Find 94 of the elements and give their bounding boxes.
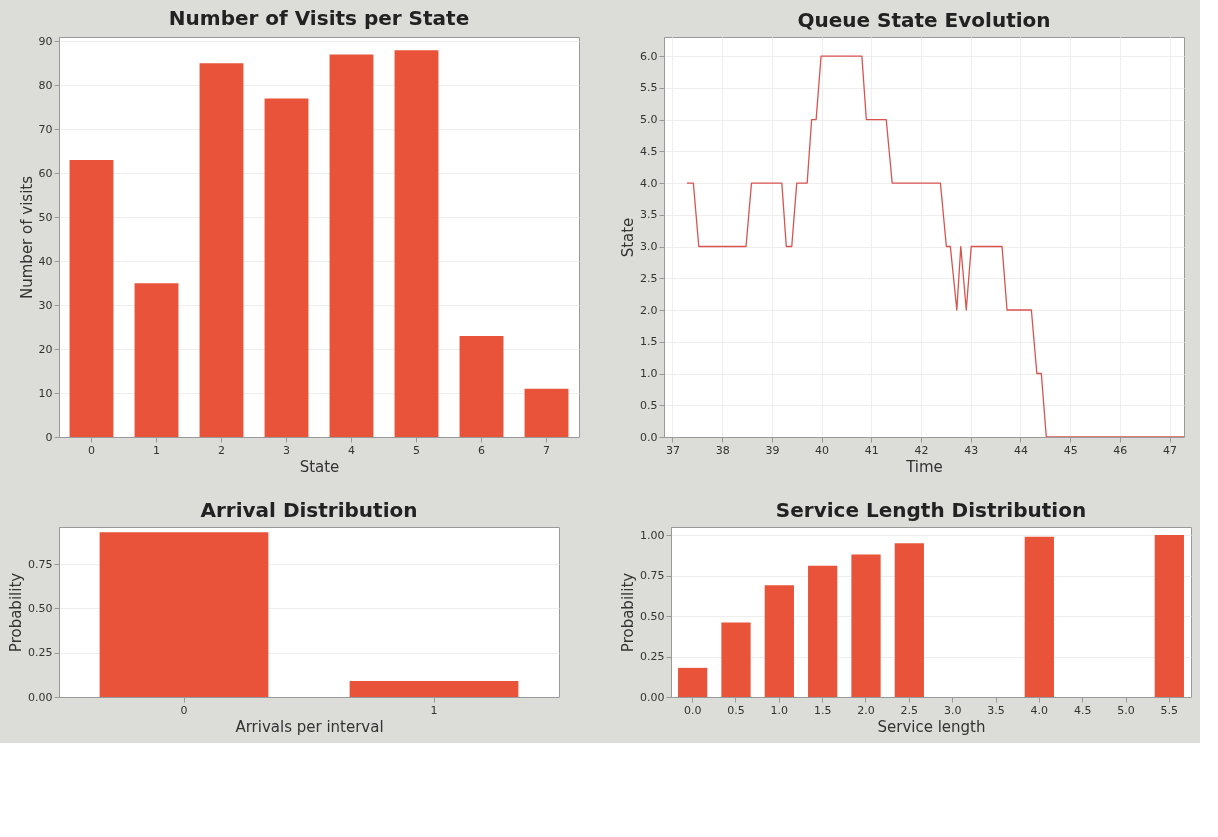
bar <box>199 63 244 437</box>
chart-title: Queue State Evolution <box>797 8 1051 32</box>
bar <box>678 667 708 697</box>
x-tick-label: 38 <box>715 443 730 457</box>
bar <box>851 554 881 697</box>
x-tick-label: 5 <box>413 443 420 457</box>
x-tick-label: 0 <box>88 443 95 457</box>
y-tick-label: 80 <box>38 78 53 92</box>
y-tick-label: 0.50 <box>640 609 665 623</box>
x-tick-label: 39 <box>765 443 780 457</box>
bar <box>1154 535 1184 697</box>
bar <box>721 622 751 697</box>
bar <box>69 160 114 437</box>
bar <box>524 388 569 437</box>
y-tick-label: 1.0 <box>640 367 658 381</box>
y-axis-title: Number of visits <box>17 175 36 299</box>
y-tick-label: 70 <box>38 122 53 136</box>
x-axis-title: Time <box>905 457 943 476</box>
chart-title: Service Length Distribution <box>775 498 1087 522</box>
x-tick-label: 3.5 <box>987 703 1005 717</box>
y-tick-label: 2.5 <box>640 271 658 285</box>
y-tick-label: 3.0 <box>640 240 658 254</box>
y-axis-title: State <box>619 217 638 258</box>
y-tick-label: 4.5 <box>640 144 658 158</box>
chart-title: Arrival Distribution <box>200 498 418 522</box>
y-tick-label: 20 <box>38 342 53 356</box>
x-tick-label: 2.5 <box>900 703 919 717</box>
y-tick-label: 2.0 <box>640 303 658 317</box>
x-tick-label: 42 <box>914 443 929 457</box>
x-tick-label: 4.5 <box>1073 703 1092 717</box>
y-tick-label: 50 <box>38 210 53 224</box>
x-tick-label: 7 <box>543 443 550 457</box>
y-tick-label: 40 <box>38 254 53 268</box>
y-tick-label: 4.0 <box>640 176 658 190</box>
y-tick-label: 0.0 <box>640 430 658 444</box>
line-series <box>686 55 1184 437</box>
x-tick-label: 4 <box>348 443 355 457</box>
chart-title: Number of Visits per State <box>168 6 470 31</box>
x-tick-label: 5.5 <box>1160 703 1179 717</box>
y-tick-label: 0.00 <box>640 690 665 704</box>
y-tick-label: 0.50 <box>28 601 53 615</box>
x-tick-label: 47 <box>1163 443 1178 457</box>
bar <box>134 283 179 437</box>
bar <box>808 565 838 697</box>
bar <box>459 335 504 437</box>
bar <box>894 543 924 697</box>
y-tick-label: 0.5 <box>640 398 658 412</box>
x-tick-label: 46 <box>1113 443 1128 457</box>
y-tick-label: 0.25 <box>28 646 53 660</box>
y-tick-label: 1.5 <box>640 335 658 349</box>
x-tick-label: 41 <box>864 443 879 457</box>
x-tick-label: 2 <box>218 443 225 457</box>
x-tick-label: 5.0 <box>1117 703 1135 717</box>
x-tick-label: 0.5 <box>727 703 745 717</box>
bar <box>1024 536 1054 697</box>
y-tick-label: 30 <box>38 298 53 312</box>
y-tick-label: 0.75 <box>28 557 53 571</box>
x-axis-title: State <box>299 457 340 476</box>
y-tick-label: 0.00 <box>28 690 53 704</box>
x-tick-label: 37 <box>665 443 680 457</box>
bar <box>264 98 309 437</box>
bar <box>329 54 374 437</box>
x-tick-label: 4.0 <box>1030 703 1049 717</box>
x-tick-label: 0.0 <box>683 703 702 717</box>
y-tick-label: 90 <box>38 34 53 48</box>
x-axis-title: Service length <box>877 717 986 736</box>
y-tick-label: 0 <box>45 430 53 444</box>
x-tick-label: 2.0 <box>857 703 875 717</box>
x-tick-label: 43 <box>964 443 979 457</box>
x-tick-label: 6 <box>478 443 485 457</box>
bar <box>394 50 439 437</box>
x-tick-label: 44 <box>1013 443 1028 457</box>
y-tick-label: 6.0 <box>640 49 658 63</box>
y-tick-label: 0.25 <box>640 650 665 664</box>
y-tick-label: 10 <box>38 386 53 400</box>
y-tick-label: 3.5 <box>640 208 658 222</box>
x-tick-label: 3 <box>283 443 290 457</box>
x-tick-label: 3.0 <box>943 703 962 717</box>
y-tick-label: 0.75 <box>640 569 665 583</box>
x-tick-label: 1 <box>430 703 438 717</box>
y-tick-label: 5.0 <box>640 113 658 127</box>
y-tick-label: 60 <box>38 166 53 180</box>
y-tick-label: 5.5 <box>640 81 658 95</box>
y-axis-title: Probability <box>619 572 638 653</box>
x-tick-label: 1.0 <box>770 703 789 717</box>
y-axis-title: Probability <box>7 572 26 653</box>
x-tick-label: 40 <box>815 443 830 457</box>
bar <box>764 585 794 697</box>
y-tick-label: 1.00 <box>640 528 665 542</box>
x-axis-title: Arrivals per interval <box>235 717 384 736</box>
x-tick-label: 1 <box>153 443 160 457</box>
x-tick-label: 0 <box>180 703 188 717</box>
x-tick-label: 45 <box>1063 443 1078 457</box>
x-tick-label: 1.5 <box>813 703 832 717</box>
